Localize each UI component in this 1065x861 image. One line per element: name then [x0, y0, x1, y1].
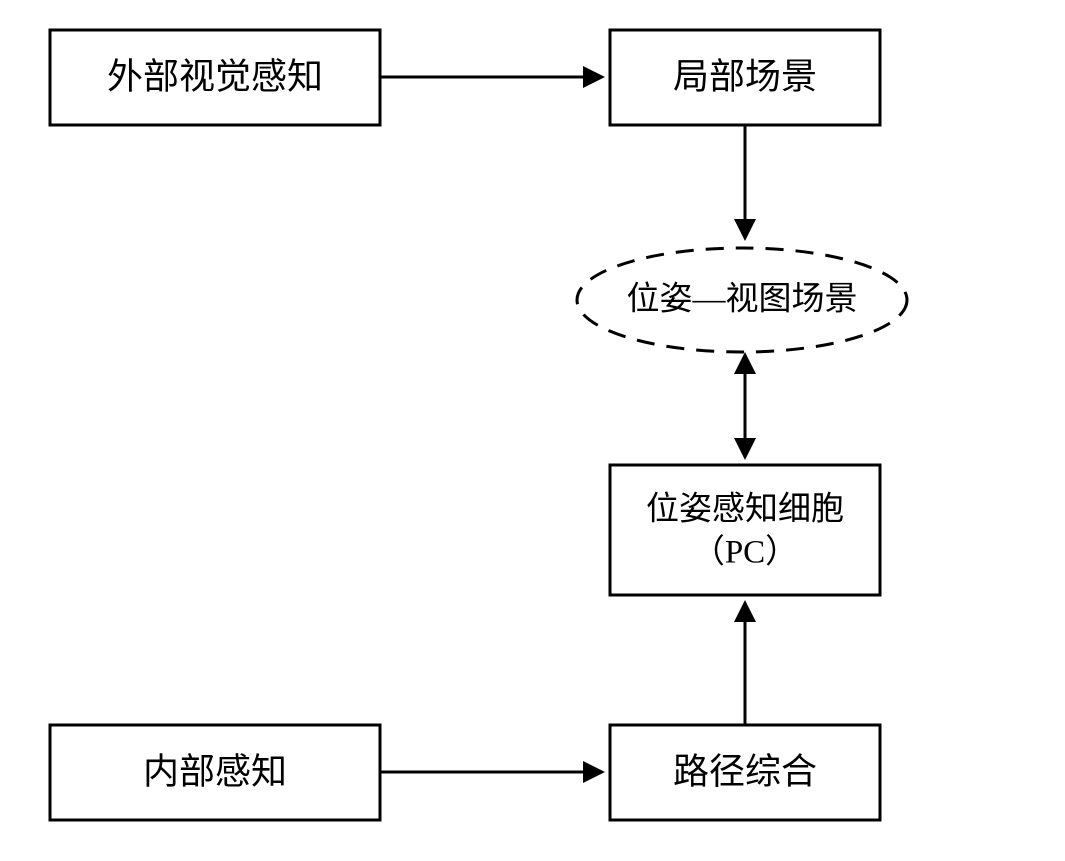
node-label: 位姿—视图场景: [627, 281, 858, 318]
node-pose-view-scene: 位姿—视图场景: [577, 248, 907, 352]
node-external-visual-perception: 外部视觉感知: [50, 30, 380, 125]
node-path-integration: 路径综合: [610, 725, 880, 820]
arrowhead-icon: [583, 761, 605, 783]
flowchart: 外部视觉感知 局部场景 位姿—视图场景 位姿感知细胞 （PC） 内部感知 路径综…: [0, 0, 1065, 861]
arrowhead-icon: [583, 66, 605, 88]
arrowhead-icon: [734, 219, 756, 241]
node-label: 内部感知: [143, 751, 287, 791]
node-label: 局部场景: [673, 56, 817, 96]
node-label-line1: 位姿感知细胞: [646, 491, 844, 528]
node-box: [610, 465, 880, 595]
node-label: 路径综合: [673, 751, 817, 791]
edges-group: [380, 66, 756, 783]
arrowhead-icon: [734, 600, 756, 622]
arrowhead-icon: [734, 352, 756, 374]
arrowhead-icon: [734, 438, 756, 460]
node-local-scene: 局部场景: [610, 30, 880, 125]
node-label-line2: （PC）: [692, 535, 798, 571]
node-internal-perception: 内部感知: [50, 725, 380, 820]
node-pose-cell-pc: 位姿感知细胞 （PC）: [610, 465, 880, 595]
node-label: 外部视觉感知: [107, 56, 323, 96]
